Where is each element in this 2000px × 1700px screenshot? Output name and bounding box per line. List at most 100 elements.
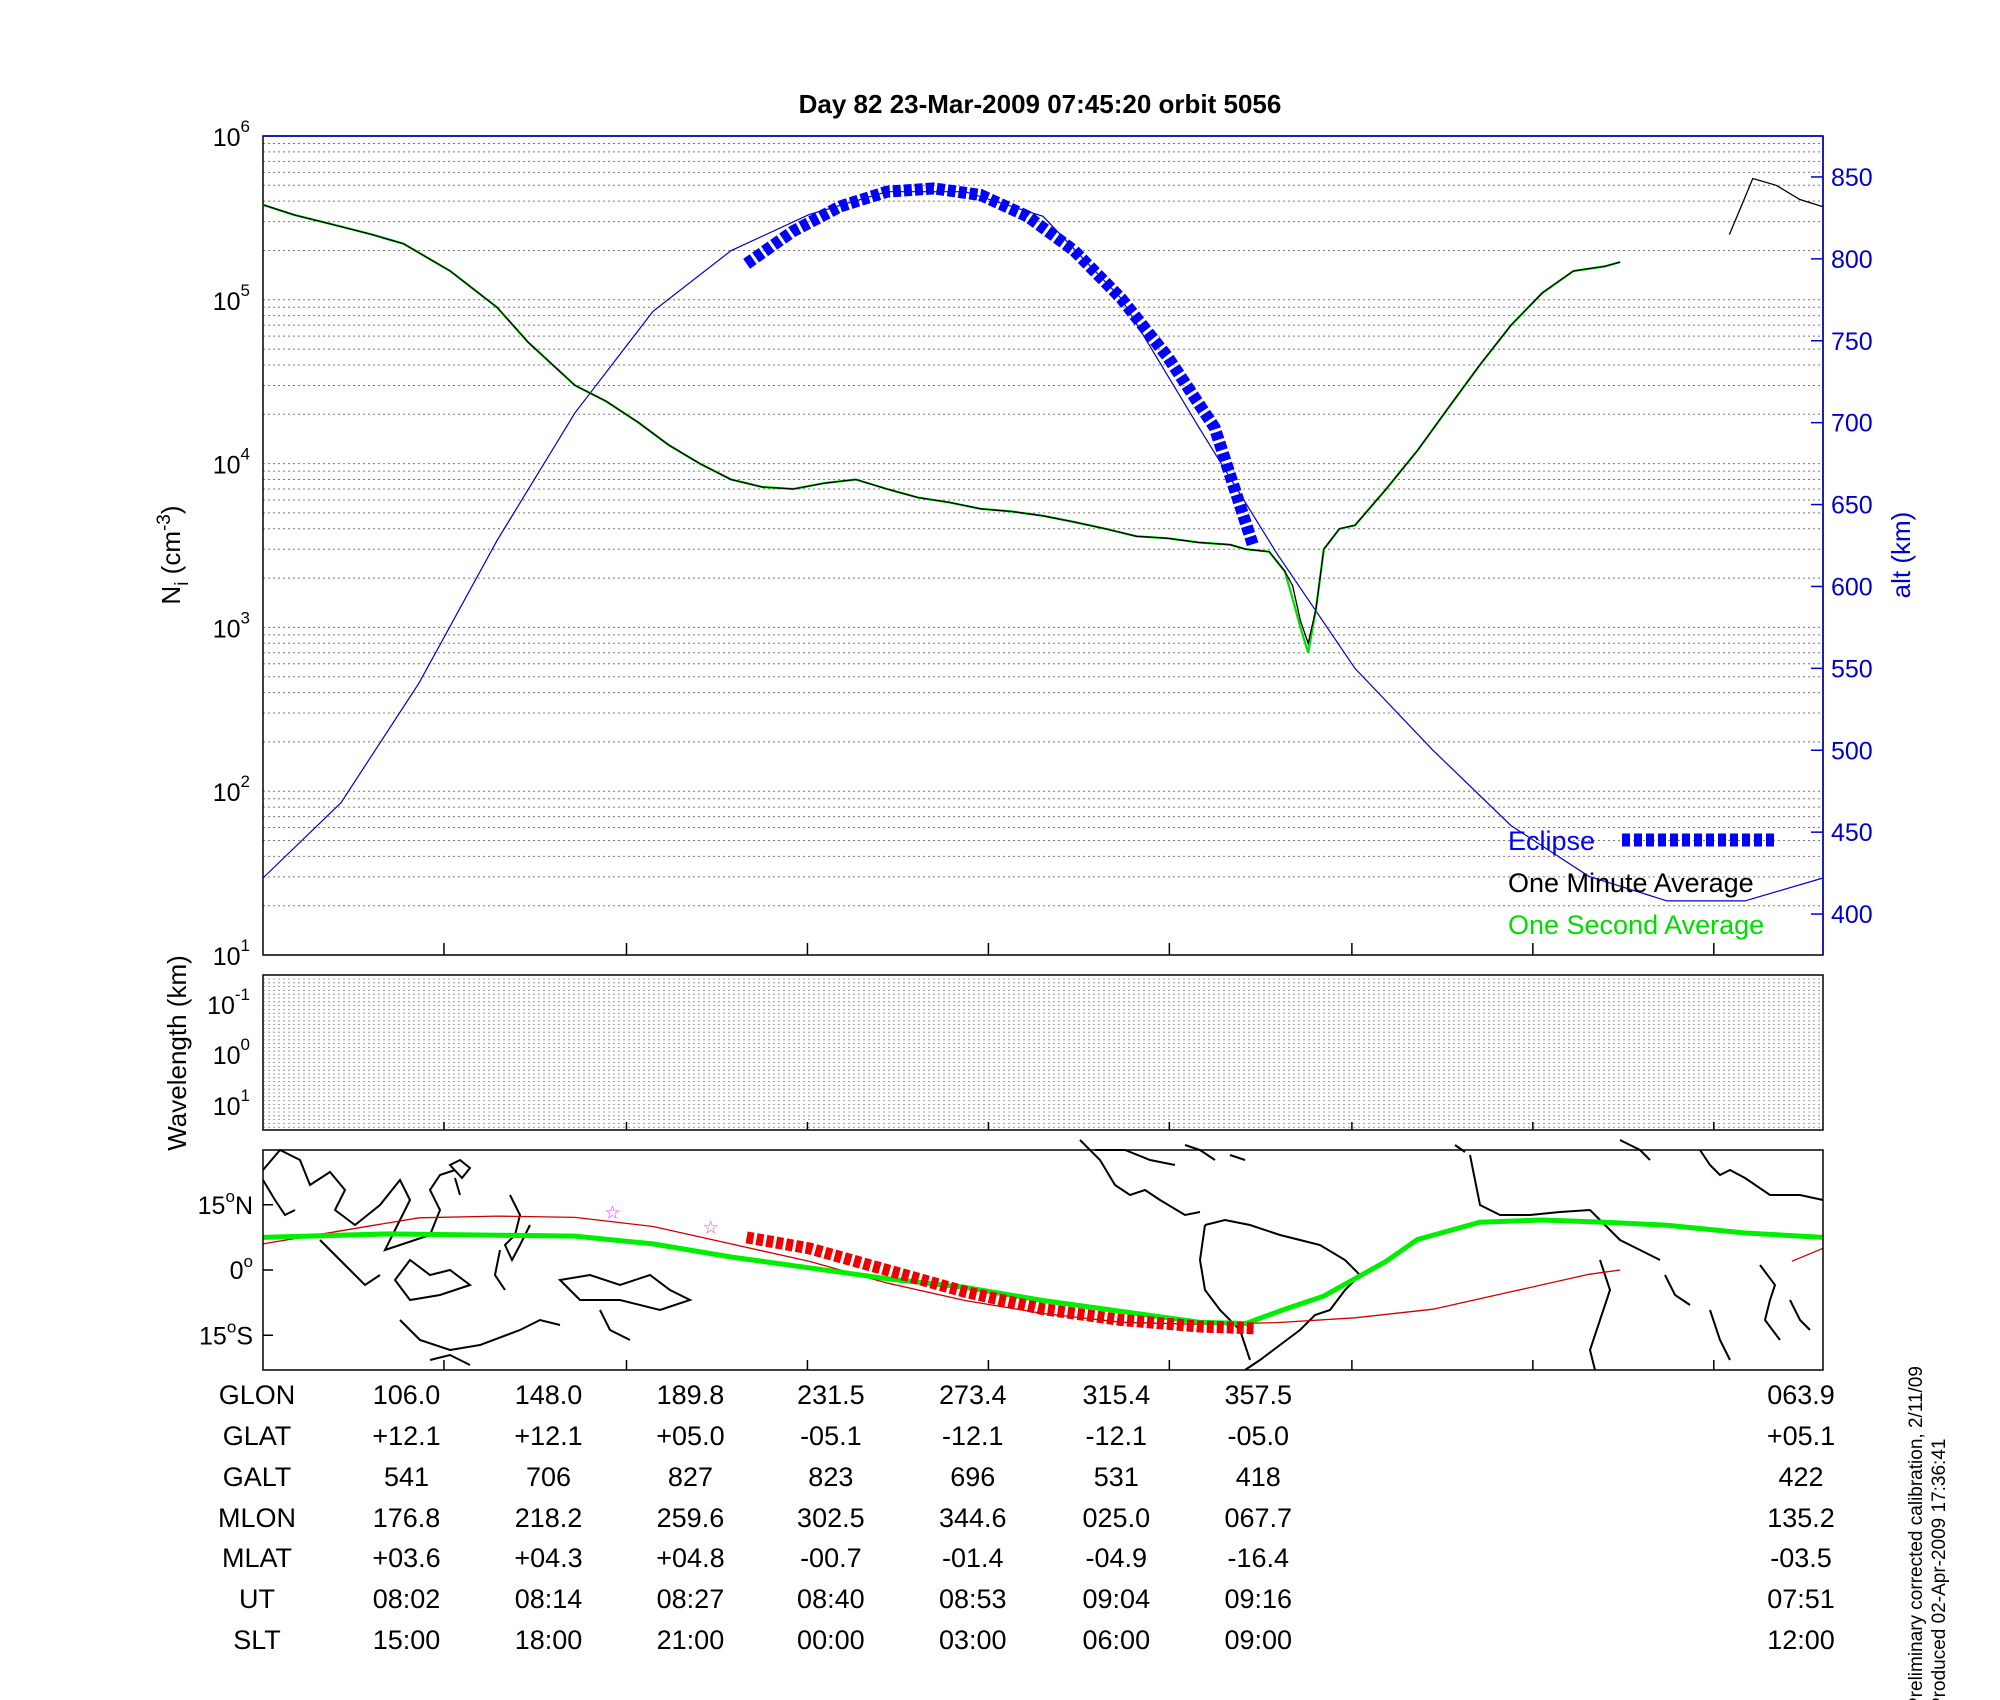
left-tick-label: 101	[213, 936, 250, 971]
table-cell: 218.2	[515, 1503, 583, 1533]
table-cell: 03:00	[939, 1625, 1007, 1655]
table-cell: 00:00	[797, 1625, 865, 1655]
table-cell: +04.8	[656, 1543, 724, 1573]
track-star-marker: ☆	[703, 1218, 719, 1238]
series-one-minute-average-end-	[1728, 177, 1824, 235]
right-tick-label: 450	[1831, 819, 1873, 847]
table-cell: 21:00	[657, 1625, 725, 1655]
wavelength-tick-label: 10-1	[207, 985, 250, 1020]
table-cell: 422	[1778, 1462, 1823, 1492]
map-continents	[262, 1139, 1824, 1371]
left-tick-label: 106	[213, 117, 250, 152]
table-row-label: MLON	[218, 1503, 296, 1533]
table-cell: 07:51	[1767, 1584, 1835, 1614]
ephemeris-table: GLON GLAT GALT MLON MLAT UT SLT 106.0 +12.1 541 17…	[218, 1380, 1835, 1655]
table-cell: 18:00	[515, 1625, 583, 1655]
right-tick-label: 650	[1831, 492, 1873, 520]
table-cell: 176.8	[373, 1503, 441, 1533]
table-cell: 09:00	[1224, 1625, 1292, 1655]
legend-minute: One Minute Average	[1508, 868, 1754, 898]
eclipse-segment-line	[745, 1231, 1254, 1335]
table-cell: 541	[384, 1462, 429, 1492]
table-row-label: SLT	[233, 1625, 281, 1655]
table-cell: -03.5	[1770, 1543, 1832, 1573]
right-tick-label: 700	[1831, 410, 1873, 438]
table-row-label: GLON	[219, 1380, 296, 1410]
series-one-second-average	[262, 203, 1621, 654]
table-cell: 12:00	[1767, 1625, 1835, 1655]
top-panel-grid	[263, 142, 1823, 956]
top-panel-series	[262, 177, 1824, 902]
table-row-label: MLAT	[222, 1543, 292, 1573]
table-cell: +12.1	[372, 1421, 440, 1451]
table-cell: +12.1	[514, 1421, 582, 1451]
lat-tick-label: 15oN	[198, 1187, 253, 1220]
right-axis-label: alt (km)	[1886, 512, 1916, 599]
table-row-label: GALT	[223, 1462, 292, 1492]
table-cell: 067.7	[1224, 1503, 1292, 1533]
table-cell: 148.0	[515, 1380, 583, 1410]
right-tick-label: 550	[1831, 655, 1873, 683]
table-cell: -12.1	[942, 1421, 1004, 1451]
wavelength-tick-label: 100	[213, 1035, 250, 1070]
table-cell: 418	[1236, 1462, 1281, 1492]
table-cell: 135.2	[1767, 1503, 1835, 1533]
orbit-track-line	[262, 1215, 1621, 1326]
table-cell: 357.5	[1224, 1380, 1292, 1410]
table-cell: 827	[668, 1462, 713, 1492]
left-tick-label: 104	[213, 445, 250, 480]
table-cell: 09:04	[1083, 1584, 1151, 1614]
series-one-minute-average	[262, 204, 1621, 646]
table-cell: 189.8	[657, 1380, 725, 1410]
table-cell: -12.1	[1086, 1421, 1148, 1451]
map-x-grid	[443, 1360, 1715, 1370]
table-cell: +05.1	[1767, 1421, 1835, 1451]
top-panel-x-grid	[443, 943, 1715, 955]
right-tick-label: 400	[1831, 901, 1873, 929]
table-cell: +03.6	[372, 1543, 440, 1573]
legend-second: One Second Average	[1508, 910, 1764, 940]
table-cell: -04.9	[1086, 1543, 1148, 1573]
right-tick-label: 600	[1831, 573, 1873, 601]
wavelength-panel-grid	[263, 978, 1823, 1130]
table-cell: 706	[526, 1462, 571, 1492]
table-cell: +05.0	[656, 1421, 724, 1451]
footnote-line2: Produced 02-Apr-2009 17:36:41	[1929, 1439, 1950, 1700]
table-cell: 315.4	[1083, 1380, 1151, 1410]
table-cell: -05.0	[1228, 1421, 1290, 1451]
table-cell: 08:14	[515, 1584, 583, 1614]
wavelength-tick-label: 101	[213, 1086, 250, 1121]
table-cell: +04.3	[514, 1543, 582, 1573]
table-cell: 823	[808, 1462, 853, 1492]
right-tick-label: 750	[1831, 328, 1873, 356]
right-tick-label: 500	[1831, 737, 1873, 765]
legend: Eclipse One Minute Average One Second Av…	[1508, 826, 1775, 940]
table-cell: 231.5	[797, 1380, 865, 1410]
table-cell: 08:27	[657, 1584, 725, 1614]
wavelength-panel-frame	[262, 974, 1824, 1131]
table-cell: 302.5	[797, 1503, 865, 1533]
table-cell: -16.4	[1228, 1543, 1290, 1573]
map-panel-frame	[262, 1149, 1824, 1371]
wavelength-axis-label: Wavelength (km)	[162, 955, 192, 1151]
table-cell: 696	[950, 1462, 995, 1492]
table-cell: -00.7	[800, 1543, 862, 1573]
lat-tick-label: 15oS	[199, 1317, 253, 1350]
table-row-label: GLAT	[223, 1421, 292, 1451]
chart-title: Day 82 23-Mar-2009 07:45:20 orbit 5056	[799, 89, 1282, 119]
map-series: ☆☆	[262, 1202, 1824, 1335]
track-star-marker: ☆	[604, 1202, 620, 1222]
right-axis-ticks: 400 450 500 550 600 650 700 750 800 850	[1811, 164, 1873, 929]
table-cell: 259.6	[657, 1503, 725, 1533]
table-cell: 344.6	[939, 1503, 1007, 1533]
lat-tick-label: 0o	[230, 1252, 253, 1285]
table-cell: 08:53	[939, 1584, 1007, 1614]
table-cell: -05.1	[800, 1421, 862, 1451]
table-cell: 15:00	[373, 1625, 441, 1655]
table-cell: 063.9	[1767, 1380, 1835, 1410]
right-tick-label: 800	[1831, 246, 1873, 274]
left-axis-label: Ni (cm-3)	[154, 505, 193, 604]
table-cell: 531	[1094, 1462, 1139, 1492]
table-cell: 08:02	[373, 1584, 441, 1614]
